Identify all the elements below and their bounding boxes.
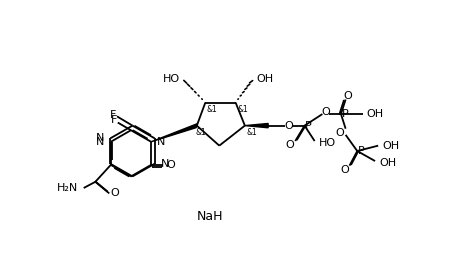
- Text: &1: &1: [237, 105, 248, 114]
- Text: H₂N: H₂N: [57, 183, 78, 193]
- Polygon shape: [151, 124, 197, 142]
- Polygon shape: [245, 124, 268, 128]
- Text: F: F: [110, 110, 116, 120]
- Text: N: N: [96, 133, 104, 143]
- Text: F: F: [111, 115, 117, 125]
- Text: HO: HO: [162, 74, 180, 84]
- Text: OH: OH: [379, 158, 396, 168]
- Text: OH: OH: [366, 109, 384, 119]
- Text: &1: &1: [207, 105, 218, 114]
- Text: NaH: NaH: [197, 210, 223, 223]
- Text: O: O: [167, 160, 176, 170]
- Text: OH: OH: [382, 141, 399, 151]
- Text: P: P: [305, 121, 312, 131]
- Text: O: O: [343, 91, 352, 101]
- Text: N: N: [161, 159, 169, 169]
- Text: P: P: [342, 109, 349, 119]
- Text: O: O: [322, 107, 331, 117]
- Text: O: O: [284, 121, 293, 131]
- Text: N: N: [96, 137, 105, 147]
- Text: HO: HO: [318, 138, 336, 148]
- Text: OH: OH: [257, 74, 274, 84]
- Text: O: O: [110, 188, 119, 198]
- Text: O: O: [285, 140, 294, 150]
- Text: P: P: [358, 146, 365, 156]
- Text: &1: &1: [246, 128, 257, 137]
- Text: N: N: [157, 137, 166, 147]
- Text: &1: &1: [195, 128, 206, 137]
- Text: O: O: [336, 128, 345, 138]
- Text: O: O: [341, 164, 349, 175]
